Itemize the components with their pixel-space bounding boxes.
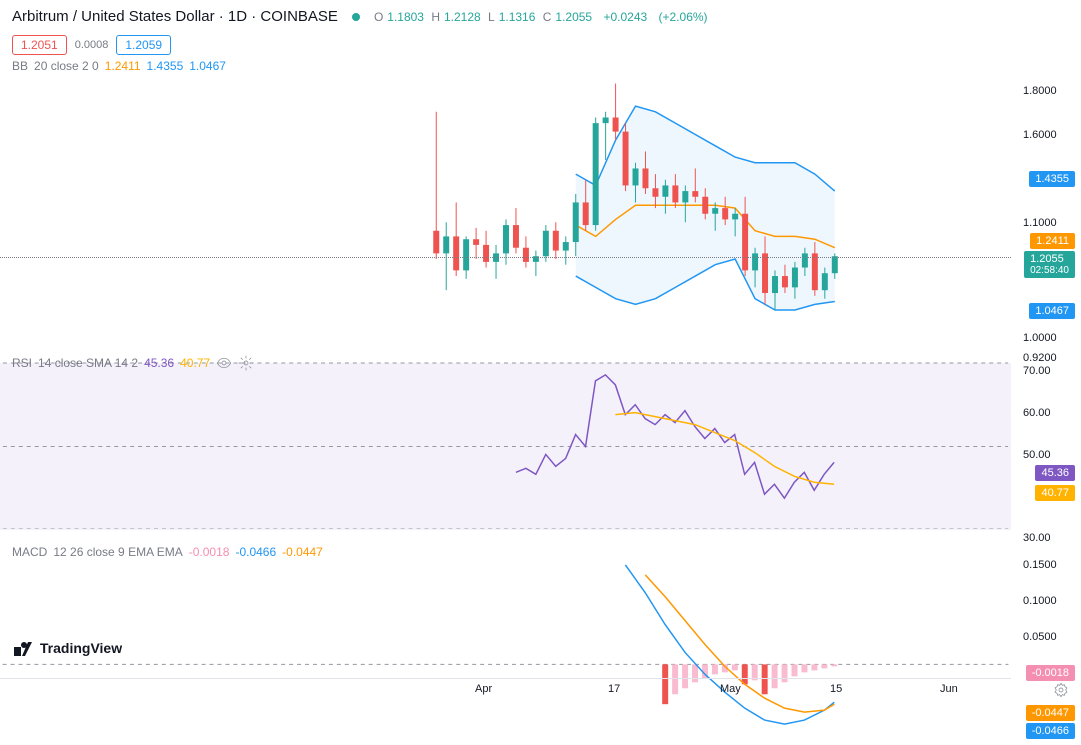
rsi-badge: 40.77 (1035, 485, 1075, 501)
time-tick: May (720, 683, 741, 695)
macd-badge: -0.0466 (1026, 723, 1075, 739)
symbol-title[interactable]: Arbitrum / United States Dollar · 1D · C… (12, 8, 338, 25)
market-status-dot (352, 13, 360, 21)
time-axis[interactable]: Apr 17 May 15 Jun (0, 678, 1011, 702)
macd-tick: 0.1000 (1019, 593, 1081, 609)
price-badge: 1.2411 (1030, 233, 1075, 249)
settings-icon[interactable] (238, 355, 254, 371)
price-plot (0, 75, 1011, 344)
chart-area[interactable]: 1.80001.60001.10001.00000.92001.43551.24… (0, 75, 1081, 702)
time-tick: Jun (940, 683, 958, 695)
axis-settings-icon[interactable] (1053, 682, 1069, 698)
bb-label: BB (12, 59, 28, 73)
tradingview-logo[interactable]: TradingView (14, 640, 122, 656)
rsi-plot (0, 355, 1011, 529)
price-badge: 1.0467 (1029, 303, 1075, 319)
price-tick: 1.1000 (1019, 215, 1081, 231)
bb-indicator-row[interactable]: BB 20 close 2 0 1.2411 1.4355 1.0467 (0, 57, 1081, 75)
macd-pane[interactable]: MACD 12 26 close 9 EMA EMA -0.0018 -0.04… (0, 545, 1011, 740)
macd-indicator-row[interactable]: MACD 12 26 close 9 EMA EMA -0.0018 -0.04… (0, 543, 335, 561)
bid-ask-row: 1.2051 0.0008 1.2059 (0, 33, 1081, 57)
macd-tick: 0.1500 (1019, 557, 1081, 573)
bb-params: 20 close 2 0 (34, 59, 99, 73)
ask-box[interactable]: 1.2059 (116, 35, 171, 55)
time-tick: Apr (475, 683, 492, 695)
price-pane[interactable] (0, 75, 1011, 345)
rsi-tick: 60.00 (1019, 405, 1081, 421)
macd-tick: 0.0500 (1019, 629, 1081, 645)
rsi-tick: 70.00 (1019, 363, 1081, 379)
rsi-pane[interactable]: RSI 14 close SMA 14 2 45.36 40.77 (0, 355, 1011, 530)
time-tick: 17 (608, 683, 620, 695)
visibility-icon[interactable] (216, 355, 232, 371)
price-tick: 1.6000 (1019, 127, 1081, 143)
rsi-indicator-row[interactable]: RSI 14 close SMA 14 2 45.36 40.77 (0, 353, 266, 373)
bid-box[interactable]: 1.2051 (12, 35, 67, 55)
price-tick: 1.0000 (1019, 330, 1081, 346)
macd-plot (0, 545, 1011, 739)
time-tick: 15 (830, 683, 842, 695)
chart-header: Arbitrum / United States Dollar · 1D · C… (0, 0, 1081, 33)
price-tick: 1.8000 (1019, 83, 1081, 99)
rsi-axis[interactable]: 70.0060.0050.0030.0045.3640.77 (1011, 355, 1081, 535)
price-badge: 1.4355 (1029, 171, 1075, 187)
price-axis[interactable]: 1.80001.60001.10001.00000.92001.43551.24… (1011, 75, 1081, 355)
spread-value: 0.0008 (75, 39, 109, 51)
macd-axis[interactable]: 0.1500 0.1000 0.0500 -0.0018 -0.0447 -0.0466 (1011, 545, 1081, 745)
rsi-tick: 30.00 (1019, 530, 1081, 546)
macd-badge: -0.0018 (1026, 665, 1075, 681)
ohlc-display: O1.1803 H1.2128 L1.1316 C1.2055 +0.0243 … (374, 10, 712, 24)
rsi-badge: 45.36 (1035, 465, 1075, 481)
macd-badge: -0.0447 (1026, 705, 1075, 721)
rsi-tick: 50.00 (1019, 447, 1081, 463)
price-badge: 1.205502:58:40 (1024, 251, 1075, 278)
last-price-line (0, 257, 1011, 258)
